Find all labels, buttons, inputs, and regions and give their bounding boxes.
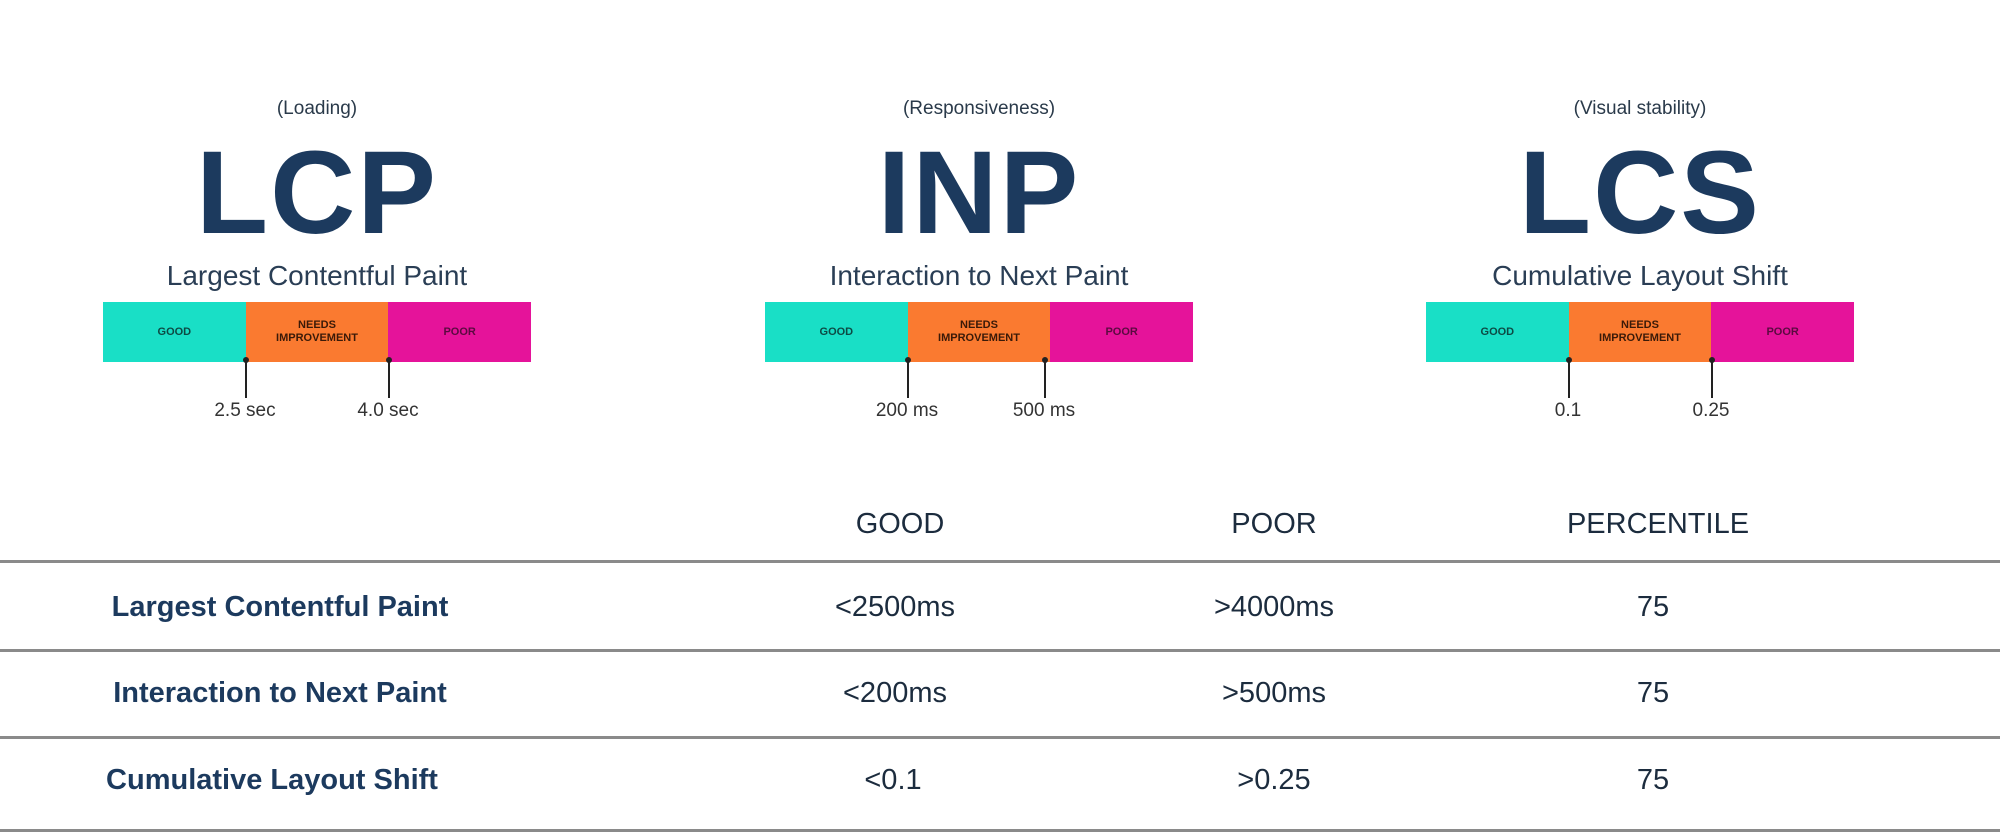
threshold-marker [243, 357, 249, 398]
segment-good: GOOD [103, 302, 246, 362]
threshold-label-good: 0.1 [1554, 400, 1582, 421]
row-good-value: <0.1 [864, 764, 922, 796]
segment-good: GOOD [765, 302, 908, 362]
segment-good: GOOD [1426, 302, 1569, 362]
segment-needs-improvement-label: NEEDS IMPROVEMENT [1599, 319, 1681, 344]
header-poor: POOR [1231, 508, 1317, 540]
header-good: GOOD [855, 508, 945, 540]
threshold-marker [386, 357, 392, 398]
threshold-label-good: 2.5 sec [214, 400, 276, 421]
row-percentile-value: 75 [1636, 591, 1670, 623]
metric-abbreviation: INP [877, 127, 1081, 259]
row-metric-name: Largest Contentful Paint [111, 591, 449, 623]
metric-abbreviation: LCP [196, 127, 438, 259]
row-good-value: <200ms [843, 677, 947, 709]
threshold-label-poor: 0.25 [1692, 400, 1730, 421]
table-divider [0, 649, 2000, 652]
segment-needs-improvement: NEEDS IMPROVEMENT [907, 302, 1051, 362]
segment-needs-improvement-label: NEEDS IMPROVEMENT [938, 319, 1020, 344]
metric-full-name: Cumulative Layout Shift [1492, 260, 1788, 291]
metric-category: (Loading) [276, 98, 358, 119]
table-divider [0, 829, 2000, 832]
threshold-label-good: 200 ms [875, 400, 939, 421]
threshold-bar: GOOD NEEDS IMPROVEMENT POOR [1426, 302, 1855, 362]
threshold-marker [905, 357, 911, 398]
metric-card-lcp: (Loading) LCP Largest Contentful Paint G… [103, 0, 532, 440]
metric-category: (Visual stability) [1573, 98, 1707, 119]
table-divider [0, 560, 2000, 563]
threshold-label-poor: 4.0 sec [357, 400, 419, 421]
table-divider [0, 736, 2000, 739]
segment-poor: POOR [388, 302, 532, 362]
row-poor-value: >500ms [1222, 677, 1326, 709]
row-metric-name: Cumulative Layout Shift [106, 764, 438, 796]
metric-full-name: Interaction to Next Paint [829, 260, 1129, 291]
header-percentile: PERCENTILE [1566, 508, 1750, 540]
row-percentile-value: 75 [1636, 677, 1670, 709]
metric-card-lcs: (Visual stability) LCS Cumulative Layout… [1426, 0, 1855, 440]
segment-needs-improvement: NEEDS IMPROVEMENT [245, 302, 389, 362]
row-percentile-value: 75 [1636, 764, 1670, 796]
threshold-bar: GOOD NEEDS IMPROVEMENT POOR [765, 302, 1194, 362]
metric-abbreviation: LCS [1519, 127, 1761, 259]
row-metric-name: Interaction to Next Paint [113, 677, 447, 709]
row-poor-value: >4000ms [1213, 591, 1335, 623]
threshold-label-poor: 500 ms [1012, 400, 1076, 421]
metric-card-inp: (Responsiveness) INP Interaction to Next… [765, 0, 1194, 440]
threshold-bar: GOOD NEEDS IMPROVEMENT POOR [103, 302, 532, 362]
row-good-value: <2500ms [834, 591, 956, 623]
segment-needs-improvement: NEEDS IMPROVEMENT [1568, 302, 1712, 362]
threshold-marker [1709, 357, 1715, 398]
segment-poor: POOR [1711, 302, 1855, 362]
segment-poor: POOR [1050, 302, 1194, 362]
metric-full-name: Largest Contentful Paint [166, 260, 468, 291]
metric-category: (Responsiveness) [902, 98, 1056, 119]
row-poor-value: >0.25 [1237, 764, 1311, 796]
threshold-marker [1042, 357, 1048, 398]
threshold-marker [1566, 357, 1572, 398]
segment-needs-improvement-label: NEEDS IMPROVEMENT [276, 319, 358, 344]
